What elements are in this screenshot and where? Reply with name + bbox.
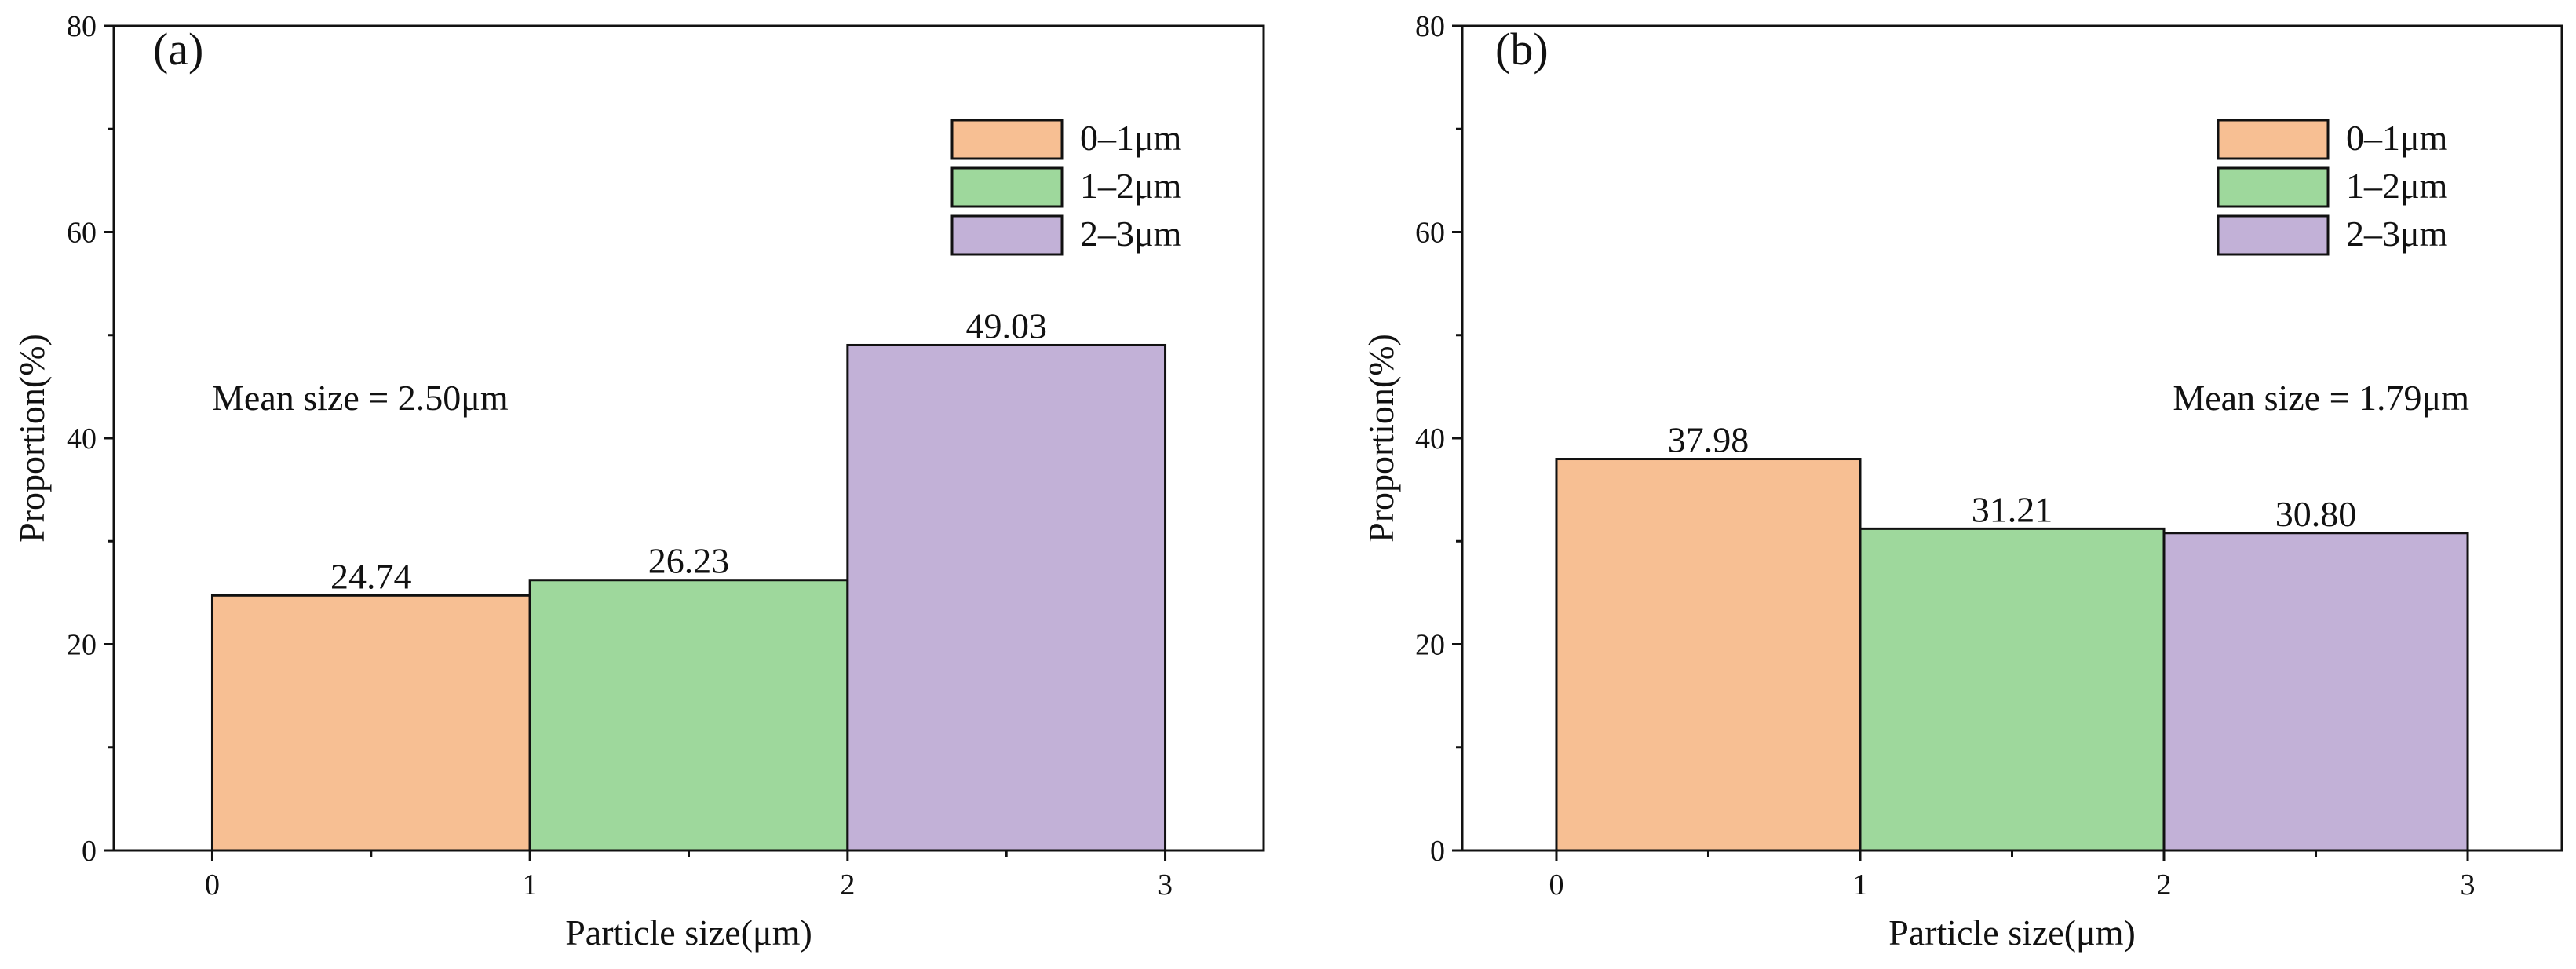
x-tick-label: 0 — [1549, 868, 1563, 901]
x-axis-label: Particle size(μm) — [1888, 912, 2136, 953]
mean-size-annotation: Mean size = 2.50μm — [212, 378, 509, 418]
chart-panel-b: 37.98 31.21 30.80 0 20 40 60 80 0 1 2 3 Particle siz… — [1361, 10, 2563, 953]
bar-value-label: 30.80 — [2275, 494, 2357, 534]
legend-swatch — [2217, 119, 2330, 160]
y-tick-label: 20 — [1415, 629, 1445, 662]
y-tick-label: 60 — [67, 217, 97, 250]
legend-label: 0–1μm — [2346, 118, 2448, 158]
y-axis-label: Proportion(%) — [12, 334, 52, 543]
bar-1-2-m — [528, 579, 849, 852]
panel-label: (a) — [153, 24, 203, 75]
x-tick-label: 1 — [523, 868, 538, 901]
y-tick-label: 40 — [1415, 422, 1445, 455]
y-tick-label: 60 — [1415, 217, 1445, 250]
bar-value-label: 49.03 — [965, 305, 1047, 346]
bar-value-label: 26.23 — [648, 541, 730, 581]
legend-label: 2–3μm — [1080, 214, 1182, 254]
legend-swatch — [950, 119, 1064, 160]
y-tick-label: 40 — [67, 422, 97, 455]
legend-swatch — [950, 166, 1064, 208]
chart-panel-a: 24.74 26.23 49.03 0 20 40 60 80 0 1 2 3 Particle siz… — [12, 10, 1265, 953]
y-tick-label: 80 — [1415, 10, 1445, 43]
legend-label: 1–2μm — [1080, 166, 1182, 206]
x-tick-label: 1 — [1852, 868, 1867, 901]
y-tick-label: 80 — [67, 10, 97, 43]
x-tick-label: 2 — [840, 868, 855, 901]
y-tick-label: 20 — [67, 629, 97, 662]
legend-label: 1–2μm — [2346, 166, 2448, 206]
legend: 0–1μm 1–2μm 2–3μm — [950, 118, 1182, 256]
legend-swatch — [2217, 214, 2330, 256]
legend-swatch — [950, 214, 1064, 256]
legend: 0–1μm 1–2μm 2–3μm — [2217, 118, 2448, 256]
bar-value-label: 31.21 — [1972, 489, 2053, 529]
legend-swatch — [2217, 166, 2330, 208]
bar-1-2-m — [1859, 527, 2166, 852]
y-tick-label: 0 — [82, 835, 97, 868]
bar-value-label: 24.74 — [330, 556, 412, 596]
bar-0-1-m — [1555, 458, 1862, 852]
bar-2-3-m — [846, 343, 1167, 852]
x-tick-label: 0 — [205, 868, 220, 901]
bar-0-1-m — [210, 594, 531, 852]
bar-value-label: 37.98 — [1668, 420, 1750, 460]
bar-2-3-m — [2162, 532, 2469, 852]
x-tick-label: 2 — [2157, 868, 2172, 901]
mean-size-annotation: Mean size = 1.79μm — [2173, 378, 2469, 418]
y-axis-label: Proportion(%) — [1361, 334, 1401, 543]
x-axis-label: Particle size(μm) — [565, 912, 812, 953]
x-tick-label: 3 — [1158, 868, 1173, 901]
legend-label: 2–3μm — [2346, 214, 2448, 254]
y-tick-label: 0 — [1430, 835, 1445, 868]
panel-label: (b) — [1495, 24, 1549, 75]
x-tick-label: 3 — [2461, 868, 2476, 901]
legend-label: 0–1μm — [1080, 118, 1182, 158]
